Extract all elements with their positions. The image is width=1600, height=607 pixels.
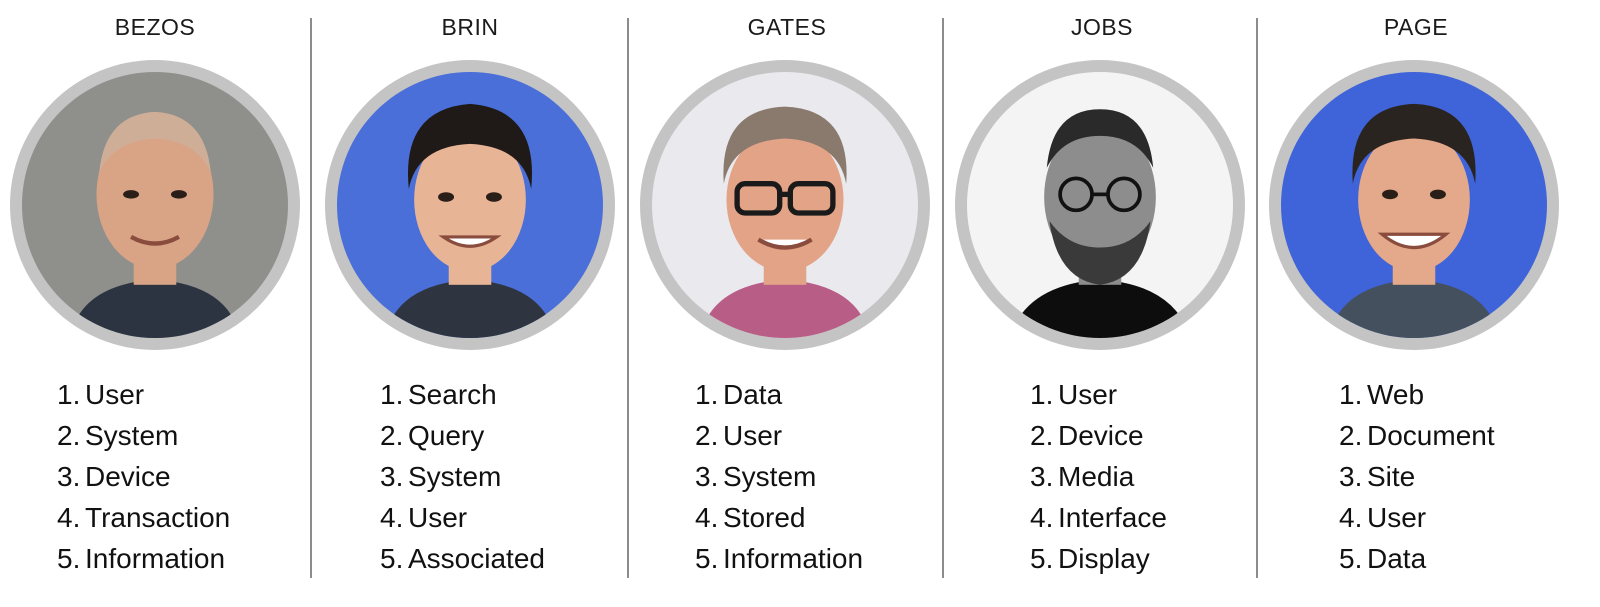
list-item: 2. User — [695, 420, 783, 451]
list-item: 4. Stored — [695, 502, 806, 533]
list-item: 5. Information — [695, 543, 864, 574]
list-item: 3. Media — [1030, 461, 1135, 492]
keyword-list: 1. Search 2. Query 3. System 4. User 5. Assoc… — [380, 374, 545, 579]
column-divider — [310, 18, 312, 578]
list-item: 1. Search — [380, 379, 497, 410]
list-item: 4. Interface — [1030, 502, 1167, 533]
column-jobs: JOBS 1. User 2. Device 3. Media 4. Interface… — [947, 0, 1257, 607]
list-item: 3. Site — [1339, 461, 1416, 492]
keyword-list: 1. User 2. System 3. Device 4. Transaction 5… — [57, 374, 230, 579]
column-bezos: BEZOS 1. User 2. System 3. Device 4. Transac… — [0, 0, 310, 607]
list-item: 4. User — [1339, 502, 1427, 533]
man-smiling-portrait-icon — [1269, 60, 1559, 350]
column-brin: BRIN 1. Search 2. Query 3. System 4. User 5.… — [315, 0, 625, 607]
column-page: PAGE 1. Web 2. Document 3. Site 4. User 5. Da… — [1261, 0, 1571, 607]
person-name: BRIN — [441, 14, 499, 40]
list-item: 1. User — [1030, 379, 1118, 410]
list-item: 1. Data — [695, 379, 783, 410]
list-item: 2. Device — [1030, 420, 1144, 451]
man-glasses-beard-bw-portrait-icon — [955, 60, 1245, 350]
list-item: 2. System — [57, 420, 179, 451]
keyword-list: 1. Web 2. Document 3. Site 4. User 5. Data — [1339, 374, 1495, 579]
portrait-illustration — [1281, 72, 1547, 338]
column-divider — [1256, 18, 1258, 578]
list-item: 5. Associated — [380, 543, 545, 574]
person-name: GATES — [747, 14, 827, 40]
list-item: 5. Information — [57, 543, 226, 574]
list-item: 1. Web — [1339, 379, 1425, 410]
man-glasses-portrait-icon — [640, 60, 930, 350]
list-item: 3. System — [695, 461, 817, 492]
person-name: PAGE — [1383, 14, 1449, 40]
person-name: JOBS — [1070, 14, 1134, 40]
portrait-illustration — [652, 72, 918, 338]
column-divider — [942, 18, 944, 578]
keyword-list: 1. User 2. Device 3. Media 4. Interface 5. Di… — [1030, 374, 1167, 579]
list-item: 3. System — [380, 461, 502, 492]
list-item: 2. Document — [1339, 420, 1495, 451]
list-item: 5. Data — [1339, 543, 1427, 574]
column-gates: GATES 1. Data 2. User 3. System 4. Stored 5.… — [632, 0, 942, 607]
column-divider — [627, 18, 629, 578]
list-item: 2. Query — [380, 420, 485, 451]
list-item: 4. Transaction — [57, 502, 231, 533]
list-item: 5. Display — [1030, 543, 1150, 574]
list-item: 3. Device — [57, 461, 171, 492]
portrait-illustration — [337, 72, 603, 338]
man-dark-hair-portrait-icon — [325, 60, 615, 350]
portrait-illustration — [967, 72, 1233, 338]
keyword-list: 1. Data 2. User 3. System 4. Stored 5. Inform… — [695, 374, 863, 579]
portrait-illustration — [22, 72, 288, 338]
list-item: 4. User — [380, 502, 468, 533]
person-name: BEZOS — [114, 14, 196, 40]
bald-man-portrait-icon — [10, 60, 300, 350]
list-item: 1. User — [57, 379, 145, 410]
